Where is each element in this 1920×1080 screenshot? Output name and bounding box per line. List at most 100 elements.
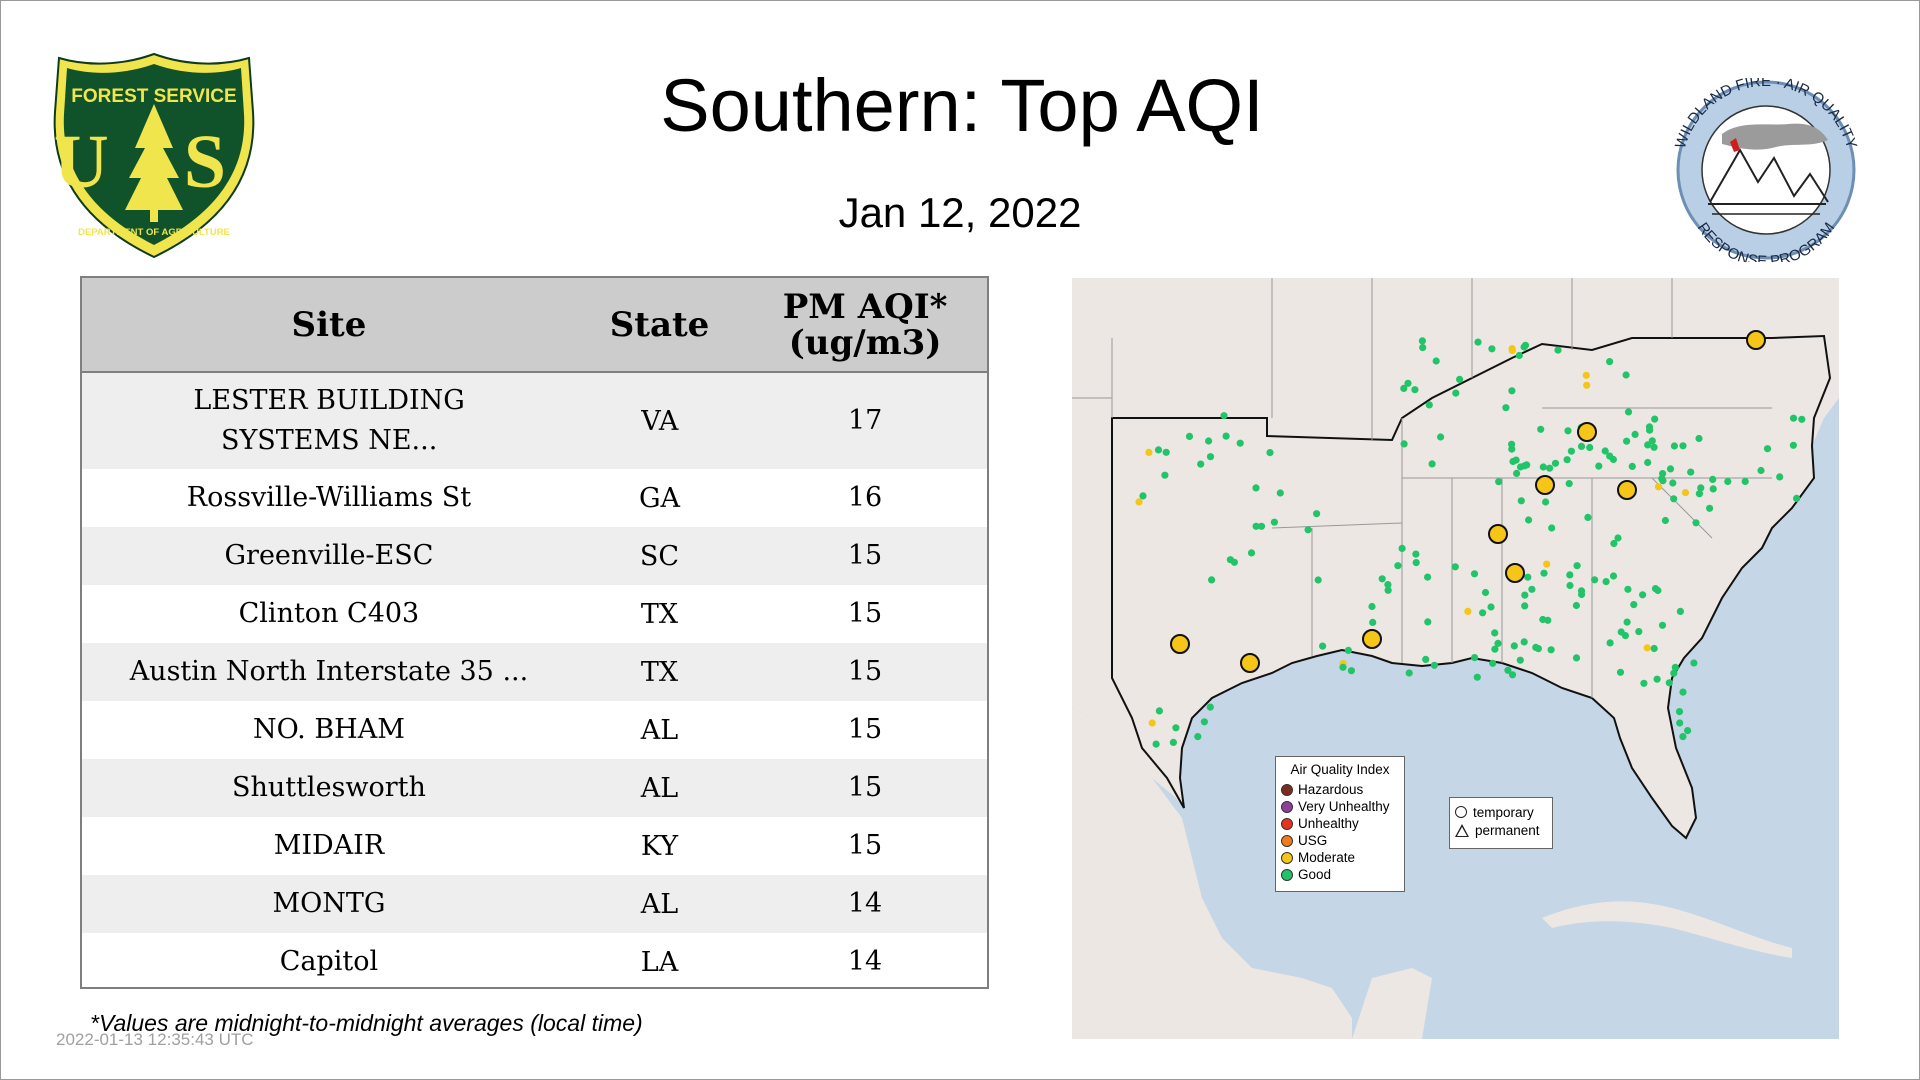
map-land-south-west bbox=[1072, 708, 1352, 1039]
monitor-dot bbox=[1517, 497, 1525, 505]
monitor-dot bbox=[1495, 478, 1503, 486]
top-site-marker bbox=[1170, 634, 1190, 654]
monitor-dot bbox=[1573, 562, 1581, 570]
monitor-dot bbox=[1577, 442, 1586, 450]
forest-service-logo-text: FOREST SERVICE bbox=[71, 86, 236, 107]
monitor-dot bbox=[1630, 601, 1638, 609]
monitor-dot bbox=[1551, 459, 1560, 467]
monitor-dot bbox=[1432, 357, 1440, 365]
monitor-dot bbox=[1479, 609, 1487, 617]
monitor-dot bbox=[1709, 485, 1717, 493]
monitor-dot bbox=[1521, 591, 1529, 599]
map-monitor-dots bbox=[1135, 330, 1806, 748]
monitor-dot bbox=[1763, 445, 1772, 453]
monitor-dot bbox=[1404, 379, 1412, 387]
monitor-dot bbox=[1424, 618, 1432, 626]
monitor-dot bbox=[1661, 516, 1669, 525]
monitor-dot bbox=[1601, 447, 1609, 455]
monitor-dot bbox=[1798, 415, 1806, 423]
monitor-dot bbox=[1591, 576, 1599, 584]
legend-item-moderate: Moderate bbox=[1276, 849, 1404, 866]
monitor-dot bbox=[1344, 646, 1352, 654]
monitor-dot bbox=[1339, 663, 1347, 671]
monitor-dot bbox=[1139, 492, 1147, 500]
aqi-cell: 15 bbox=[847, 656, 883, 687]
monitor-dot bbox=[1419, 344, 1427, 352]
monitor-dot bbox=[1646, 426, 1654, 434]
monitor-dot bbox=[1206, 453, 1215, 461]
monitor-dot bbox=[1706, 504, 1714, 512]
monitor-dot bbox=[1563, 456, 1571, 464]
monitor-dot bbox=[1789, 414, 1798, 422]
monitor-dot bbox=[1602, 578, 1610, 586]
table-row: Shuttlesworth AL 15 bbox=[82, 759, 987, 817]
monitor-dot bbox=[1692, 519, 1700, 527]
aqi-cell: 15 bbox=[847, 540, 883, 571]
monitor-dot bbox=[1494, 639, 1502, 647]
monitor-dot bbox=[1624, 408, 1633, 416]
monitor-dot bbox=[1666, 465, 1675, 473]
monitor-dot bbox=[1456, 375, 1464, 383]
monitor-dot bbox=[1252, 484, 1260, 492]
monitor-dot bbox=[1378, 575, 1386, 583]
monitor-dot bbox=[1464, 607, 1472, 615]
monitor-dot bbox=[1540, 569, 1548, 577]
monitor-dot bbox=[1628, 462, 1636, 470]
monitor-dot bbox=[1543, 560, 1551, 568]
monitor-dot bbox=[1695, 434, 1703, 443]
monitor-dot bbox=[1162, 448, 1170, 456]
monitor-dot bbox=[1236, 439, 1244, 447]
monitor-dot bbox=[1789, 441, 1797, 449]
monitor-dot bbox=[1623, 618, 1631, 626]
monitor-dot bbox=[1412, 550, 1420, 558]
monitor-dot bbox=[1544, 616, 1552, 624]
aqi-monitor-map bbox=[1072, 278, 1839, 1039]
monitor-dot bbox=[1521, 602, 1529, 610]
monitor-dot bbox=[1437, 433, 1445, 441]
monitor-dot bbox=[1676, 607, 1684, 615]
table-row: MONTG AL 14 bbox=[82, 875, 987, 933]
top-aqi-table: Site State PM AQI* (ug/m3) LESTER BUILDI… bbox=[80, 276, 989, 989]
monitor-dot bbox=[1481, 588, 1490, 597]
monitor-dot bbox=[1205, 437, 1213, 445]
top-site-marker bbox=[1505, 563, 1525, 583]
monitor-dot bbox=[1491, 645, 1499, 653]
aqi-cell: 15 bbox=[847, 598, 883, 629]
map-land-cuba bbox=[1542, 901, 1792, 958]
monitor-dot bbox=[1425, 401, 1433, 409]
monitor-dot bbox=[1670, 442, 1678, 450]
monitor-dot bbox=[1412, 559, 1420, 567]
monitor-dot bbox=[1690, 659, 1698, 667]
triangle-icon bbox=[1455, 823, 1469, 837]
monitor-dot bbox=[1651, 415, 1659, 423]
monitor-dot bbox=[1513, 469, 1521, 477]
aqi-cell: 16 bbox=[847, 482, 883, 513]
monitor-dot bbox=[1319, 642, 1327, 650]
monitor-dot bbox=[1548, 524, 1556, 532]
table-row: Clinton C403 TX 15 bbox=[82, 585, 987, 643]
monitor-dot bbox=[1654, 483, 1663, 491]
monitor-dot bbox=[1471, 654, 1479, 662]
monitor-dot bbox=[1537, 425, 1545, 433]
monitor-dot bbox=[1687, 468, 1695, 476]
table-row: LESTER BUILDING SYSTEMS NE... VA 17 bbox=[82, 373, 987, 469]
state-cell: LA bbox=[640, 946, 679, 978]
monitor-dot bbox=[1451, 563, 1459, 571]
monitor-dot bbox=[1400, 440, 1408, 448]
monitor-dot bbox=[1155, 707, 1163, 715]
monitor-dot bbox=[1304, 526, 1312, 534]
table-row: MIDAIR KY 15 bbox=[82, 817, 987, 875]
page-title: Southern: Top AQI bbox=[660, 64, 1264, 147]
site-cell: Rossville-Williams St bbox=[186, 482, 472, 513]
legend-item-usg: USG bbox=[1276, 832, 1404, 849]
monitor-dot bbox=[1697, 484, 1705, 492]
monitor-dot bbox=[1616, 668, 1625, 676]
site-cell: Greenville-ESC bbox=[224, 540, 434, 571]
monitor-dot bbox=[1145, 448, 1153, 456]
site-cell: Austin North Interstate 35 ... bbox=[129, 656, 529, 687]
monitor-dot bbox=[1679, 733, 1687, 741]
monitor-dot bbox=[1247, 549, 1256, 557]
monitor-dot bbox=[1516, 656, 1524, 664]
table-row: NO. BHAM AL 15 bbox=[82, 701, 987, 759]
monitor-dot bbox=[1169, 738, 1177, 746]
